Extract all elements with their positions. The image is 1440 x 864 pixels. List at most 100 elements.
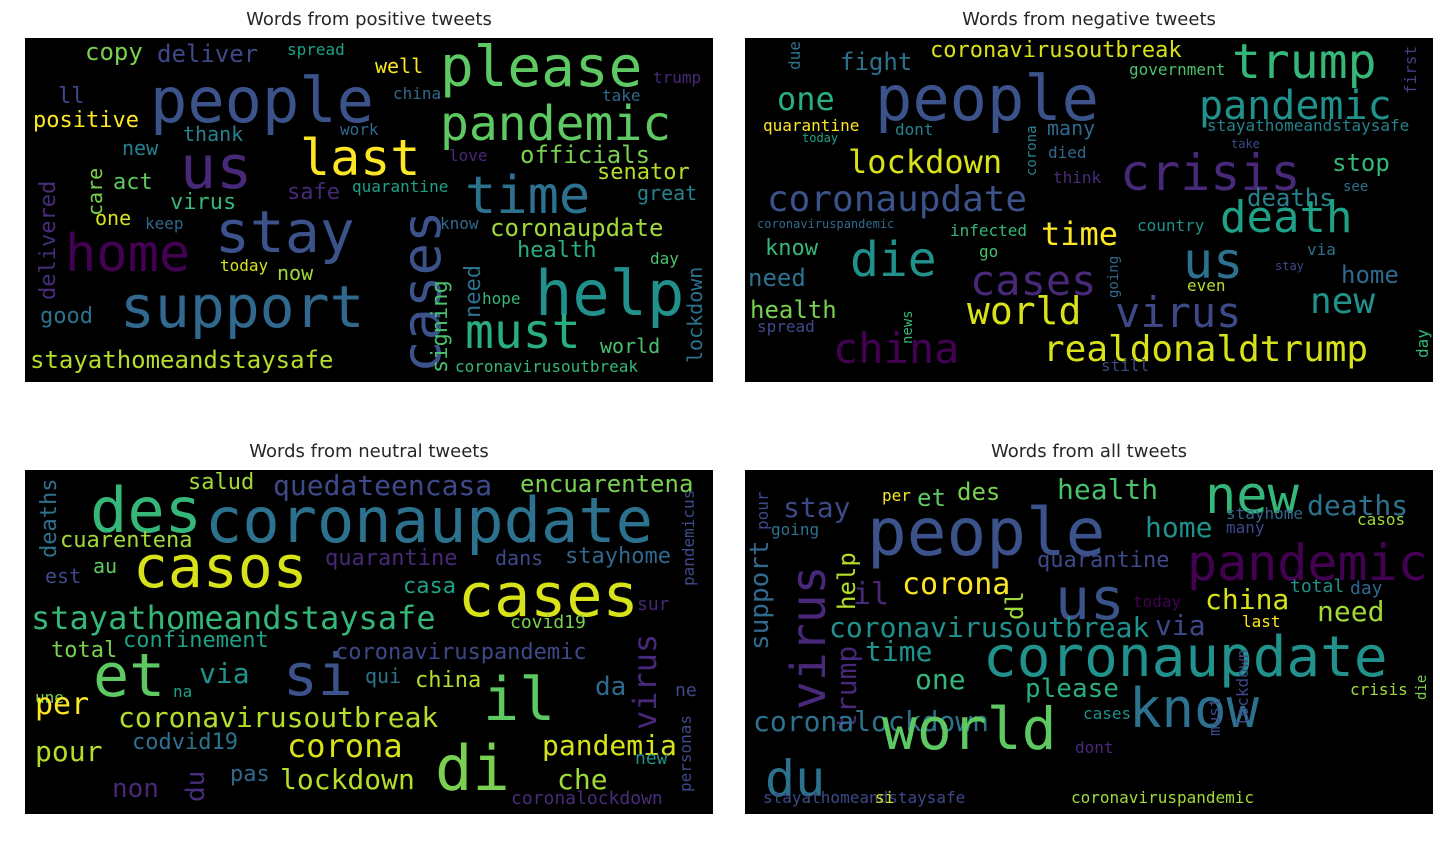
cloud-word: coronavirusoutbreak — [455, 357, 639, 376]
cloud-word: new — [1205, 470, 1299, 526]
panel-title: Words from neutral tweets — [249, 441, 489, 462]
cloud-word: total — [1290, 576, 1345, 597]
cloud-word: health — [517, 238, 597, 263]
cloud-word: crisis — [1120, 144, 1301, 202]
cloud-word: coronavirusoutbreak — [829, 611, 1150, 644]
cloud-word: one — [777, 80, 835, 118]
cloud-word: via — [199, 657, 250, 690]
cloud-word: covid‍19 — [510, 612, 586, 633]
panel-title: Words from negative tweets — [962, 9, 1216, 30]
cloud-word: new — [1310, 281, 1376, 322]
cloud-word: stop — [1332, 149, 1390, 177]
cloud-word: per — [35, 687, 90, 722]
cloud-word: coronavirusoutbreak — [930, 38, 1182, 63]
cloud-word: china — [415, 668, 482, 693]
cloud-word: see — [1343, 179, 1369, 195]
cloud-word: des — [90, 474, 202, 547]
cloud-word: quarantine — [1037, 548, 1170, 573]
cloud-word: stayathomeandstaysafe — [1207, 116, 1410, 135]
cloud-word: sur — [637, 594, 670, 615]
panel-positive: Words from positive tweets people please s… — [25, 4, 713, 384]
cloud-word: coronaupdate — [205, 484, 653, 557]
cloud-word: us — [1183, 232, 1244, 290]
cloud-word: many — [1047, 116, 1096, 140]
cloud-word: lockdown — [683, 266, 707, 363]
cloud-word: help — [535, 257, 685, 330]
cloud-word: positive — [33, 108, 139, 133]
cloud-word: virus — [1115, 288, 1242, 337]
cloud-word: trump — [653, 68, 702, 87]
cloud-word: deliver — [157, 40, 259, 68]
cloud-word: signing — [428, 280, 453, 373]
cloud-word: die — [1414, 674, 1430, 700]
cloud-word: great — [637, 181, 698, 205]
cloud-word: virus — [170, 190, 237, 215]
cloud-word: health — [1057, 473, 1159, 506]
cloud-word: corona — [287, 727, 403, 765]
cloud-word: time — [465, 166, 591, 226]
cloud-word: coronaupdate — [767, 179, 1028, 220]
cloud-word: today — [1133, 592, 1182, 611]
cloud-word: must — [1205, 697, 1224, 736]
cloud-word: quarantine — [763, 116, 860, 135]
cloud-word: crisis — [1350, 680, 1408, 699]
cloud-word: trump — [1232, 38, 1377, 90]
cloud-word: deaths — [1307, 489, 1409, 522]
panel-neutral: Words from neutral tweets coronaupdate de… — [25, 436, 713, 816]
cloud-word: coronaviruspandemic — [1071, 788, 1255, 807]
cloud-word: pandemicus — [679, 489, 698, 586]
cloud-word: personas — [676, 714, 695, 792]
cloud-word: cases — [970, 256, 1097, 305]
cloud-word: go — [979, 242, 999, 261]
cloud-word: fight — [840, 48, 913, 76]
cloud-word: home — [1145, 511, 1213, 544]
cloud-word: du — [765, 750, 826, 808]
cloud-word: une — [35, 688, 64, 707]
cloud-word: death — [1220, 192, 1353, 243]
cloud-word: ll — [58, 84, 85, 109]
cloud-word: casos — [1357, 510, 1406, 529]
cloud-word: please — [1025, 674, 1119, 704]
cloud-word: world — [882, 695, 1057, 763]
cloud-word: coronaupdate — [490, 214, 664, 242]
cloud-word: et — [93, 641, 166, 711]
cloud-word: stayathomeandstaysafe — [763, 788, 966, 807]
cloud-word: cuarentena — [60, 528, 193, 553]
cloud-word: il — [483, 665, 556, 735]
cloud-word: act — [113, 170, 153, 195]
cloud-word: infected — [950, 221, 1028, 240]
word-cloud-positive: people please support help stay home us last pan… — [25, 38, 713, 382]
cloud-word: il — [853, 577, 890, 612]
cloud-word: delivered — [36, 180, 61, 300]
cloud-word: codvid19 — [132, 730, 238, 755]
cloud-word: world — [600, 334, 661, 358]
cloud-word: pandemic — [1199, 83, 1392, 129]
cloud-word: safe — [287, 180, 340, 205]
cloud-word: dont — [1075, 738, 1114, 757]
cloud-word: need — [748, 264, 806, 292]
cloud-word: now — [277, 261, 314, 285]
cloud-word: deaths — [1247, 184, 1334, 212]
cloud-word: take — [602, 86, 641, 105]
cloud-word: died — [1048, 143, 1087, 162]
cloud-word: work — [340, 120, 379, 139]
cloud-word: need — [1317, 595, 1385, 628]
cloud-word: encuarentena — [520, 470, 694, 498]
cloud-word: stayhome — [1226, 504, 1304, 523]
cloud-word: du — [181, 770, 211, 802]
cloud-word: senator — [597, 160, 690, 185]
panel-title: Words from all tweets — [990, 441, 1188, 462]
cloud-word: stayathomeandstaysafe — [30, 346, 334, 374]
cloud-word: virus — [626, 633, 664, 730]
cloud-word: must — [465, 304, 581, 360]
cloud-word: last — [300, 129, 421, 187]
cloud-word: officials — [520, 141, 651, 169]
cloud-word: quedateencasa — [273, 470, 493, 502]
cloud-word: che — [557, 763, 608, 796]
cloud-word: new — [635, 748, 668, 769]
cloud-word: know — [1129, 677, 1260, 740]
cloud-word: please — [440, 38, 643, 100]
cloud-word: stayhome — [565, 544, 671, 569]
cloud-word: people — [867, 494, 1106, 571]
cloud-word: total — [51, 638, 118, 663]
